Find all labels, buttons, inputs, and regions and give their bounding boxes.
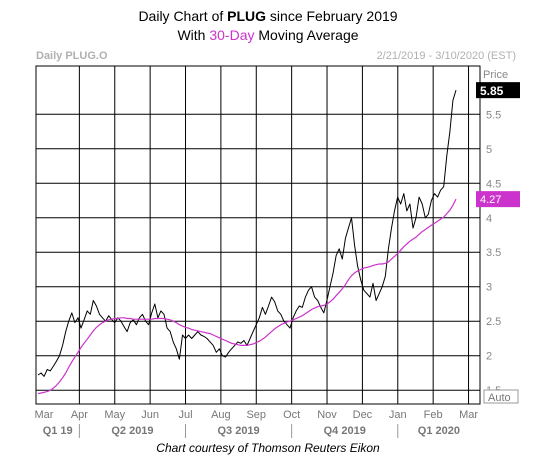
last-price-label: 5.85 — [480, 84, 504, 98]
quarter-label: Q4 2019 — [324, 425, 366, 437]
series-layer — [37, 89, 457, 395]
price-chart: 1.522.533.544.555.5 MarAprMayJunJulAugSe… — [35, 50, 520, 438]
title-suffix: since February 2019 — [266, 8, 398, 24]
y-tick-label: 4 — [486, 213, 492, 225]
moving-average-tag: 4.27 — [476, 191, 520, 208]
x-axis: Mar Apr May Jun Jul Aug Sep Oct Nov Dec Jan Feb Mar Q… — [35, 409, 478, 438]
quarter-label: Q2 2019 — [111, 425, 153, 437]
price-axis-label: Price — [483, 69, 508, 81]
auto-scale-button[interactable] — [483, 389, 519, 404]
month-label: Jan — [389, 409, 407, 421]
subtitle-suffix: Moving Average — [254, 27, 359, 43]
chart-subtitle: With 30-Day Moving Average — [0, 27, 536, 43]
month-label: Jul — [178, 409, 192, 421]
last-price-tag: 5.85 — [476, 82, 520, 99]
month-label: Mar — [459, 409, 478, 421]
y-tick-label: 4.5 — [486, 178, 501, 190]
y-axis: 1.522.533.544.555.5 — [486, 109, 501, 397]
month-label: Apr — [71, 409, 88, 421]
month-label: Oct — [283, 409, 300, 421]
auto-scale-label: Auto — [488, 392, 511, 404]
quarter-label: Q1 2020 — [418, 425, 460, 437]
y-tick-label: 5 — [486, 144, 492, 156]
y-tick-label: 2 — [486, 351, 492, 363]
quarter-label: Q3 2019 — [217, 425, 259, 437]
y-tick-label: 3.5 — [486, 247, 501, 259]
month-label: Dec — [353, 409, 373, 421]
month-label: Aug — [211, 409, 231, 421]
chart-credit: Chart courtesy of Thomson Reuters Eikon — [156, 441, 380, 455]
quarter-label: Q1 19 — [43, 425, 73, 437]
plot-background — [36, 66, 480, 404]
y-tick-label: 3 — [486, 282, 492, 294]
title-prefix: Daily Chart of — [138, 8, 228, 24]
subtitle-accent: 30-Day — [209, 27, 255, 43]
month-label: Sep — [246, 409, 266, 421]
month-label: Nov — [317, 409, 337, 421]
instrument-label: Daily PLUG.O — [36, 50, 108, 62]
y-tick-label: 2.5 — [486, 316, 501, 328]
subtitle-prefix: With — [177, 27, 210, 43]
month-label: Jun — [141, 409, 159, 421]
moving-average-label: 4.27 — [480, 194, 501, 206]
month-label: Feb — [424, 409, 443, 421]
moving-average-tag-bg — [476, 191, 520, 208]
moving-average-line — [37, 198, 457, 395]
y-tick-label: 5.5 — [486, 109, 501, 121]
month-label: Mar — [35, 409, 54, 421]
month-label: May — [104, 409, 125, 421]
chart-title: Daily Chart of PLUG since February 2019 — [0, 8, 536, 24]
plot-border — [35, 65, 481, 405]
title-ticker: PLUG — [227, 8, 267, 24]
date-range-label: 2/21/2019 - 3/10/2020 (EST) — [377, 50, 516, 62]
last-price-tag-bg — [476, 82, 520, 99]
